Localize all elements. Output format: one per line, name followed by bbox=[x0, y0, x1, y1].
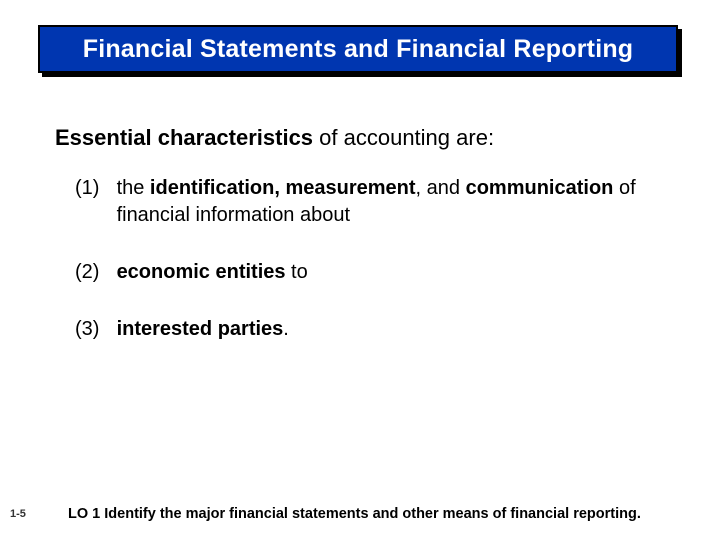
intro-line: Essential characteristics of accounting … bbox=[55, 125, 494, 151]
page-number: 1-5 bbox=[10, 508, 26, 520]
list-item: (1) the identification, measurement, and… bbox=[75, 175, 675, 229]
intro-bold: Essential characteristics bbox=[55, 125, 313, 150]
slide: Financial Statements and Financial Repor… bbox=[0, 0, 720, 540]
item-bold: communication bbox=[466, 177, 614, 199]
item-text: . bbox=[283, 318, 289, 340]
item-bold: economic entities bbox=[117, 261, 286, 283]
list-item: (2) economic entities to bbox=[75, 259, 675, 286]
learning-objective: LO 1 Identify the major financial statem… bbox=[68, 506, 700, 522]
item-bold: interested parties bbox=[117, 318, 284, 340]
item-body: the identification, measurement, and com… bbox=[117, 175, 667, 229]
item-number: (2) bbox=[75, 259, 111, 286]
slide-title: Financial Statements and Financial Repor… bbox=[83, 35, 634, 64]
intro-rest: of accounting are: bbox=[313, 125, 494, 150]
item-text: the bbox=[117, 177, 150, 199]
item-body: interested parties. bbox=[117, 316, 667, 343]
item-text: to bbox=[286, 261, 308, 283]
item-text: , and bbox=[416, 177, 466, 199]
characteristics-list: (1) the identification, measurement, and… bbox=[75, 175, 675, 373]
item-body: economic entities to bbox=[117, 259, 667, 286]
title-box: Financial Statements and Financial Repor… bbox=[38, 25, 678, 73]
list-item: (3) interested parties. bbox=[75, 316, 675, 343]
item-number: (1) bbox=[75, 175, 111, 202]
item-number: (3) bbox=[75, 316, 111, 343]
item-bold: identification, measurement bbox=[150, 177, 416, 199]
